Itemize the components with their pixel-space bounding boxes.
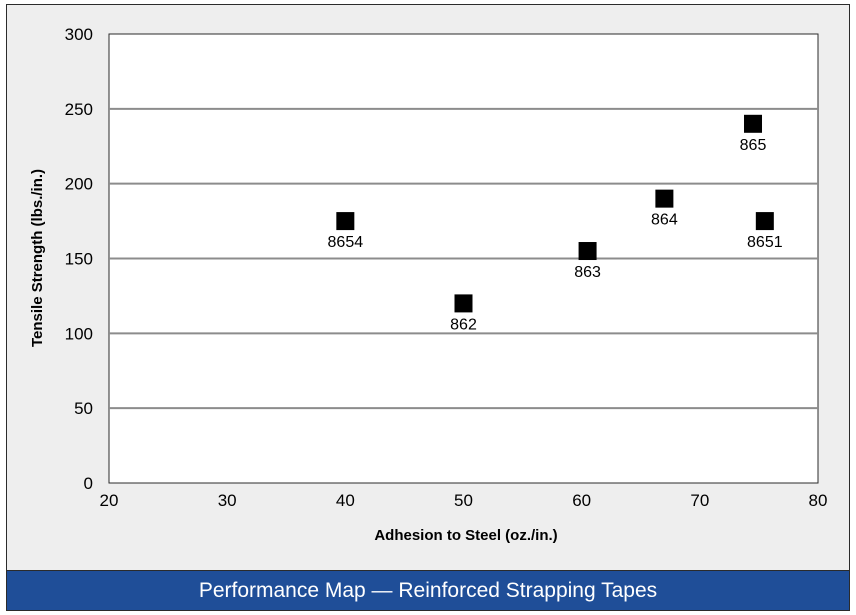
- data-point-marker: [744, 114, 763, 133]
- data-point-label: 865: [740, 137, 767, 154]
- y-tick-label: 200: [65, 175, 93, 194]
- y-tick-label: 0: [84, 474, 93, 493]
- y-axis-title: Tensile Strength (lbs./in.): [29, 169, 46, 347]
- data-point-label: 8651: [747, 234, 783, 251]
- x-axis-title: Adhesion to Steel (oz./in.): [374, 527, 557, 544]
- x-axis-ticks: 20 30 40 50 60 70 80: [100, 491, 828, 510]
- caption-text: Performance Map — Reinforced Strapping T…: [198, 578, 658, 602]
- data-point-label: 8654: [328, 234, 364, 251]
- x-tick-label: 40: [336, 491, 355, 510]
- data-point-marker: [454, 294, 473, 313]
- data-point-marker: [755, 212, 774, 231]
- gridlines: [109, 107, 818, 410]
- y-tick-label: 150: [65, 250, 93, 269]
- x-tick-label: 80: [809, 491, 828, 510]
- y-tick-label: 300: [65, 25, 93, 44]
- y-tick-label: 100: [65, 324, 93, 343]
- x-tick-label: 70: [690, 491, 709, 510]
- data-points: 8654 862 863 864 865 8651: [328, 114, 783, 333]
- x-tick-label: 50: [454, 491, 473, 510]
- data-point-label: 863: [574, 264, 601, 281]
- caption-bar: Performance Map — Reinforced Strapping T…: [6, 570, 850, 611]
- y-tick-label: 50: [74, 399, 93, 418]
- data-point-marker: [655, 189, 674, 208]
- data-point-marker: [578, 242, 597, 261]
- x-tick-label: 60: [572, 491, 591, 510]
- y-tick-label: 250: [65, 100, 93, 119]
- data-point-label: 864: [651, 212, 678, 229]
- x-tick-label: 20: [100, 491, 119, 510]
- data-point-label: 862: [450, 316, 477, 333]
- y-axis-ticks: 0 50 100 150 200 250 300: [65, 25, 93, 493]
- data-point-marker: [336, 212, 355, 231]
- x-tick-label: 30: [218, 491, 237, 510]
